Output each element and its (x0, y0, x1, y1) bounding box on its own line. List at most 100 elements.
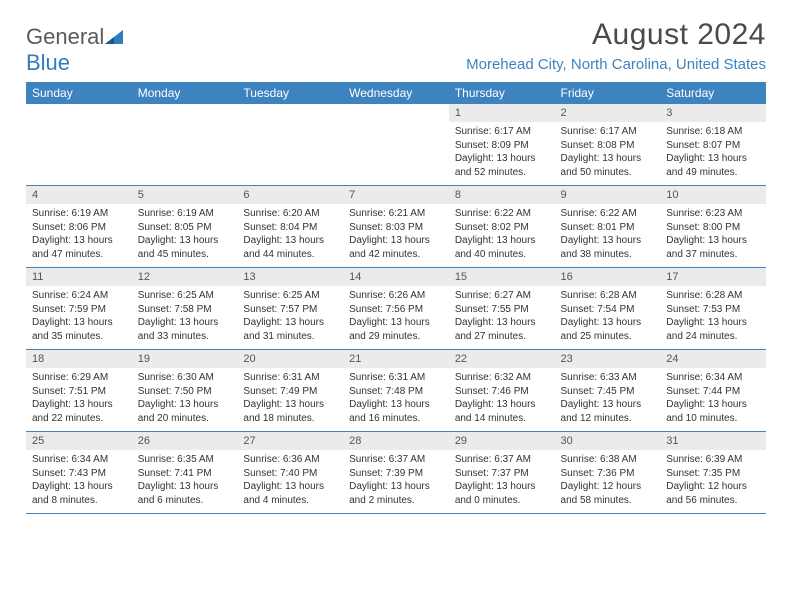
calendar-day-cell: 25Sunrise: 6:34 AMSunset: 7:43 PMDayligh… (26, 432, 132, 514)
calendar-day-cell: 21Sunrise: 6:31 AMSunset: 7:48 PMDayligh… (343, 350, 449, 432)
sunrise-text: Sunrise: 6:20 AM (243, 207, 337, 221)
day-header: Sunday (26, 82, 132, 104)
sunset-text: Sunset: 7:49 PM (243, 385, 337, 399)
daylight-text: Daylight: 13 hours and 2 minutes. (349, 480, 443, 507)
sunrise-text: Sunrise: 6:38 AM (561, 453, 655, 467)
sunrise-text: Sunrise: 6:17 AM (455, 125, 549, 139)
sunrise-text: Sunrise: 6:35 AM (138, 453, 232, 467)
calendar-day-cell: 17Sunrise: 6:28 AMSunset: 7:53 PMDayligh… (660, 268, 766, 350)
daylight-text: Daylight: 13 hours and 18 minutes. (243, 398, 337, 425)
calendar-day-cell: 2Sunrise: 6:17 AMSunset: 8:08 PMDaylight… (555, 104, 661, 186)
day-number: 26 (132, 432, 238, 450)
day-number: 20 (237, 350, 343, 368)
day-number: 13 (237, 268, 343, 286)
calendar-day-cell: 8Sunrise: 6:22 AMSunset: 8:02 PMDaylight… (449, 186, 555, 268)
daylight-text: Daylight: 12 hours and 56 minutes. (666, 480, 760, 507)
daylight-text: Daylight: 13 hours and 40 minutes. (455, 234, 549, 261)
sunrise-text: Sunrise: 6:36 AM (243, 453, 337, 467)
day-header: Monday (132, 82, 238, 104)
day-number: 8 (449, 186, 555, 204)
day-number: 25 (26, 432, 132, 450)
sunset-text: Sunset: 7:44 PM (666, 385, 760, 399)
day-number: 18 (26, 350, 132, 368)
day-body: Sunrise: 6:25 AMSunset: 7:58 PMDaylight:… (132, 286, 238, 349)
day-header-row: Sunday Monday Tuesday Wednesday Thursday… (26, 82, 766, 104)
day-number (132, 104, 238, 122)
title-block: August 2024 Morehead City, North Carolin… (466, 18, 766, 73)
calendar-day-cell: 7Sunrise: 6:21 AMSunset: 8:03 PMDaylight… (343, 186, 449, 268)
sunset-text: Sunset: 7:36 PM (561, 467, 655, 481)
sunset-text: Sunset: 8:09 PM (455, 139, 549, 153)
day-number: 4 (26, 186, 132, 204)
calendar-day-cell: 9Sunrise: 6:22 AMSunset: 8:01 PMDaylight… (555, 186, 661, 268)
daylight-text: Daylight: 13 hours and 14 minutes. (455, 398, 549, 425)
day-body: Sunrise: 6:19 AMSunset: 8:06 PMDaylight:… (26, 204, 132, 267)
logo-text-1: General (26, 24, 104, 49)
calendar-day-cell: 4Sunrise: 6:19 AMSunset: 8:06 PMDaylight… (26, 186, 132, 268)
daylight-text: Daylight: 13 hours and 6 minutes. (138, 480, 232, 507)
calendar-day-cell: 10Sunrise: 6:23 AMSunset: 8:00 PMDayligh… (660, 186, 766, 268)
sunset-text: Sunset: 7:40 PM (243, 467, 337, 481)
day-number: 1 (449, 104, 555, 122)
sunset-text: Sunset: 7:45 PM (561, 385, 655, 399)
sunset-text: Sunset: 8:04 PM (243, 221, 337, 235)
day-number: 10 (660, 186, 766, 204)
sunrise-text: Sunrise: 6:34 AM (32, 453, 126, 467)
calendar-day-cell: 30Sunrise: 6:38 AMSunset: 7:36 PMDayligh… (555, 432, 661, 514)
day-number: 14 (343, 268, 449, 286)
day-number: 17 (660, 268, 766, 286)
daylight-text: Daylight: 13 hours and 47 minutes. (32, 234, 126, 261)
calendar-day-cell: 18Sunrise: 6:29 AMSunset: 7:51 PMDayligh… (26, 350, 132, 432)
sunset-text: Sunset: 8:01 PM (561, 221, 655, 235)
day-body: Sunrise: 6:22 AMSunset: 8:01 PMDaylight:… (555, 204, 661, 267)
calendar-day-cell: 12Sunrise: 6:25 AMSunset: 7:58 PMDayligh… (132, 268, 238, 350)
calendar-day-cell: 5Sunrise: 6:19 AMSunset: 8:05 PMDaylight… (132, 186, 238, 268)
calendar-day-cell: 28Sunrise: 6:37 AMSunset: 7:39 PMDayligh… (343, 432, 449, 514)
sunset-text: Sunset: 7:41 PM (138, 467, 232, 481)
day-number: 27 (237, 432, 343, 450)
daylight-text: Daylight: 13 hours and 10 minutes. (666, 398, 760, 425)
day-header: Saturday (660, 82, 766, 104)
sunrise-text: Sunrise: 6:19 AM (32, 207, 126, 221)
calendar-day-cell: 31Sunrise: 6:39 AMSunset: 7:35 PMDayligh… (660, 432, 766, 514)
day-number: 15 (449, 268, 555, 286)
sunrise-text: Sunrise: 6:31 AM (349, 371, 443, 385)
day-body: Sunrise: 6:21 AMSunset: 8:03 PMDaylight:… (343, 204, 449, 267)
day-body: Sunrise: 6:25 AMSunset: 7:57 PMDaylight:… (237, 286, 343, 349)
calendar-table: Sunday Monday Tuesday Wednesday Thursday… (26, 82, 766, 514)
daylight-text: Daylight: 12 hours and 58 minutes. (561, 480, 655, 507)
logo-text-2: Blue (26, 50, 70, 75)
day-body: Sunrise: 6:18 AMSunset: 8:07 PMDaylight:… (660, 122, 766, 185)
day-body: Sunrise: 6:39 AMSunset: 7:35 PMDaylight:… (660, 450, 766, 513)
sunset-text: Sunset: 7:43 PM (32, 467, 126, 481)
day-body: Sunrise: 6:28 AMSunset: 7:53 PMDaylight:… (660, 286, 766, 349)
day-number: 3 (660, 104, 766, 122)
calendar-day-cell: 3Sunrise: 6:18 AMSunset: 8:07 PMDaylight… (660, 104, 766, 186)
day-body: Sunrise: 6:23 AMSunset: 8:00 PMDaylight:… (660, 204, 766, 267)
sunrise-text: Sunrise: 6:21 AM (349, 207, 443, 221)
header: GeneralBlue August 2024 Morehead City, N… (26, 18, 766, 76)
daylight-text: Daylight: 13 hours and 29 minutes. (349, 316, 443, 343)
calendar-day-cell (26, 104, 132, 186)
day-body: Sunrise: 6:22 AMSunset: 8:02 PMDaylight:… (449, 204, 555, 267)
calendar-day-cell: 23Sunrise: 6:33 AMSunset: 7:45 PMDayligh… (555, 350, 661, 432)
sunset-text: Sunset: 7:59 PM (32, 303, 126, 317)
sunrise-text: Sunrise: 6:17 AM (561, 125, 655, 139)
calendar-day-cell: 26 Sunrise: 6:35 AMSunset: 7:41 PMDayligh… (132, 432, 238, 514)
day-number: 2 (555, 104, 661, 122)
day-header: Friday (555, 82, 661, 104)
sunset-text: Sunset: 7:37 PM (455, 467, 549, 481)
calendar-day-cell (132, 104, 238, 186)
sunset-text: Sunset: 7:53 PM (666, 303, 760, 317)
day-body: Sunrise: 6:28 AMSunset: 7:54 PMDaylight:… (555, 286, 661, 349)
sunrise-text: Sunrise: 6:25 AM (243, 289, 337, 303)
sunrise-text: Sunrise: 6:39 AM (666, 453, 760, 467)
day-body: Sunrise: 6:37 AMSunset: 7:37 PMDaylight:… (449, 450, 555, 513)
calendar-week-row: 4Sunrise: 6:19 AMSunset: 8:06 PMDaylight… (26, 186, 766, 268)
daylight-text: Daylight: 13 hours and 44 minutes. (243, 234, 337, 261)
logo-text: GeneralBlue (26, 24, 123, 76)
sunrise-text: Sunrise: 6:22 AM (455, 207, 549, 221)
sunset-text: Sunset: 7:55 PM (455, 303, 549, 317)
day-number: 16 (555, 268, 661, 286)
sunset-text: Sunset: 8:06 PM (32, 221, 126, 235)
